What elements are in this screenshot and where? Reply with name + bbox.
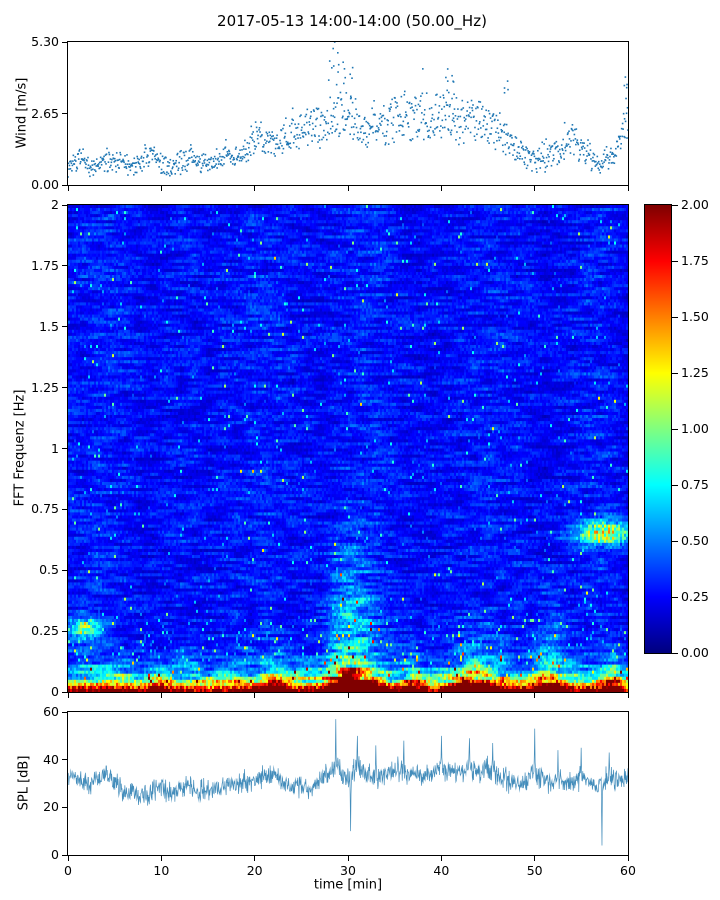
x-tick-mark <box>534 692 536 698</box>
x-axis-label: time [min] <box>313 877 383 893</box>
x-tick-mark <box>160 692 162 698</box>
spl-subplot <box>67 711 629 856</box>
x-tick-mark <box>160 855 162 861</box>
y-tick-label: 0 <box>51 847 59 862</box>
y-tick-mark <box>62 630 68 632</box>
y-tick-mark <box>62 759 68 761</box>
colorbar-tick-mark <box>672 204 678 206</box>
y-tick-mark <box>62 265 68 267</box>
colorbar-tick-mark <box>672 652 678 654</box>
y-tick-mark <box>62 569 68 571</box>
x-tick-mark <box>627 185 629 191</box>
x-tick-mark <box>347 692 349 698</box>
x-tick-mark <box>254 692 256 698</box>
y-tick-mark <box>62 691 68 693</box>
spl-line-canvas <box>68 712 628 855</box>
colorbar-tick-mark <box>672 260 678 262</box>
x-tick-label: 40 <box>433 863 450 878</box>
y-tick-label: 2.65 <box>31 105 59 121</box>
x-tick-mark <box>627 692 629 698</box>
figure-title: 2017-05-13 14:00-14:00 (50.00_Hz) <box>217 12 487 30</box>
y-tick-label: 0.5 <box>39 562 59 578</box>
y-tick-label: 0 <box>51 684 59 699</box>
colorbar <box>644 204 672 654</box>
y-tick-label: 2 <box>51 197 59 212</box>
x-tick-label: 30 <box>340 863 356 878</box>
y-tick-mark <box>62 184 68 186</box>
x-tick-label: 50 <box>526 863 543 878</box>
x-tick-mark <box>67 185 69 191</box>
colorbar-tick-label: 0.50 <box>681 533 709 548</box>
colorbar-tick-mark <box>672 540 678 542</box>
wind-subplot <box>67 41 629 186</box>
x-tick-mark <box>440 855 442 861</box>
colorbar-tick-mark <box>672 428 678 430</box>
x-tick-label: 10 <box>153 863 170 878</box>
colorbar-canvas <box>645 205 671 653</box>
spectrogram-subplot <box>67 204 629 693</box>
x-tick-label: 60 <box>620 863 636 878</box>
colorbar-tick-label: 1.25 <box>681 365 709 380</box>
x-tick-mark <box>67 692 69 698</box>
y-tick-label: 1.5 <box>39 318 59 334</box>
x-tick-mark <box>440 185 442 191</box>
y-tick-label: 0.75 <box>31 501 59 517</box>
y-tick-mark <box>62 41 68 43</box>
y-tick-mark <box>62 711 68 713</box>
colorbar-tick-label: 0.75 <box>681 477 709 492</box>
colorbar-tick-mark <box>672 372 678 374</box>
y-tick-label: 1.25 <box>31 379 59 395</box>
y-tick-label: 40 <box>43 751 59 767</box>
x-tick-mark <box>627 855 629 861</box>
colorbar-tick-label: 1.75 <box>681 253 709 268</box>
colorbar-tick-label: 1.00 <box>681 421 709 436</box>
colorbar-tick-mark <box>672 316 678 318</box>
colorbar-tick-label: 2.00 <box>681 197 709 212</box>
y-tick-mark <box>62 508 68 510</box>
x-tick-mark <box>67 855 69 861</box>
colorbar-tick-label: 0.00 <box>681 645 709 660</box>
x-tick-mark <box>347 185 349 191</box>
y-tick-mark <box>62 448 68 449</box>
x-tick-mark <box>254 185 256 191</box>
y-tick-label: 1.75 <box>31 257 59 273</box>
x-tick-mark <box>534 185 536 191</box>
y-tick-label: 1 <box>51 440 59 456</box>
y-tick-label: 60 <box>43 704 59 719</box>
spectrogram-canvas <box>68 205 628 692</box>
y-tick-mark <box>62 113 68 114</box>
y-tick-mark <box>62 387 68 389</box>
y-tick-label: 20 <box>43 799 59 815</box>
y-tick-mark <box>62 854 68 856</box>
y-tick-mark <box>62 204 68 206</box>
x-tick-label: 0 <box>64 863 72 878</box>
x-tick-label: 20 <box>246 863 263 878</box>
y-tick-label: 0.25 <box>31 623 59 639</box>
y-tick-mark <box>62 806 68 808</box>
x-tick-mark <box>534 855 536 861</box>
colorbar-tick-mark <box>672 484 678 486</box>
wind-scatter-canvas <box>68 42 628 185</box>
y-tick-label: 5.30 <box>31 34 59 49</box>
colorbar-tick-label: 1.50 <box>681 309 709 324</box>
x-tick-mark <box>254 855 256 861</box>
colorbar-tick-mark <box>672 596 678 598</box>
x-tick-mark <box>440 692 442 698</box>
y-tick-mark <box>62 326 68 328</box>
y-tick-label: 0.00 <box>31 177 59 192</box>
colorbar-tick-label: 0.25 <box>681 589 709 604</box>
x-tick-mark <box>160 185 162 191</box>
x-tick-mark <box>347 855 349 861</box>
